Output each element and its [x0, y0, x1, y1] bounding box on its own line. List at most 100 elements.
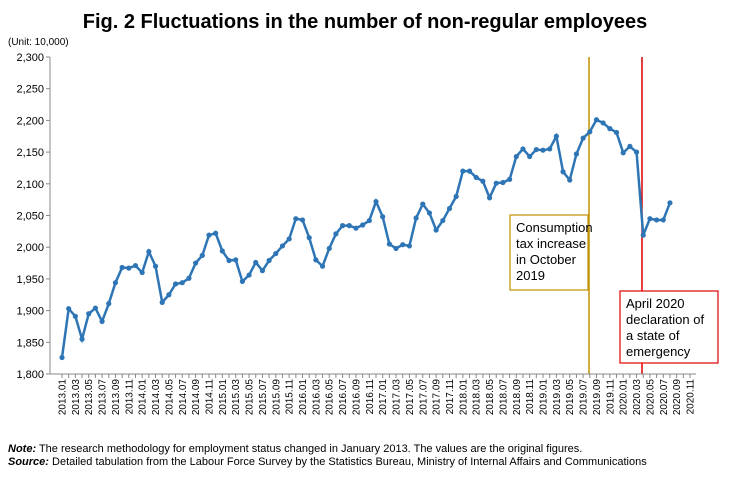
x-tick-label: 2013.09	[111, 379, 122, 416]
point	[166, 292, 172, 298]
x-tick-label: 2014.07	[178, 379, 189, 416]
point	[239, 278, 245, 285]
point	[299, 217, 306, 223]
point	[433, 227, 439, 233]
point	[213, 230, 219, 236]
y-tick-label: 2,050	[16, 211, 44, 223]
point	[466, 168, 473, 174]
point	[333, 231, 339, 237]
x-tick-label: 2019.01	[539, 379, 550, 416]
point	[253, 259, 259, 266]
note-label: Source:	[8, 456, 49, 468]
point	[507, 176, 513, 182]
point	[500, 179, 506, 186]
point	[633, 149, 640, 155]
point	[360, 222, 366, 228]
point	[146, 249, 152, 255]
point	[587, 129, 593, 135]
point	[567, 177, 573, 183]
point	[386, 241, 392, 247]
point	[106, 301, 112, 307]
point	[533, 146, 539, 153]
point	[326, 245, 332, 252]
point	[553, 133, 559, 139]
unit-label: (Unit: 10,000)	[8, 37, 69, 48]
point	[420, 201, 426, 207]
y-tick-label: 1,800	[16, 369, 44, 381]
annotation-text: declaration of	[626, 312, 704, 327]
point	[660, 217, 666, 223]
y-tick-label: 2,300	[16, 52, 44, 64]
x-tick-label: 2019.11	[605, 379, 616, 415]
annotation-box	[619, 290, 719, 364]
x-tick-label: 2014.05	[164, 379, 175, 416]
x-tick-label: 2014.01	[138, 379, 149, 416]
point	[373, 198, 379, 205]
x-tick-label: 2018.01	[458, 379, 469, 416]
x-tick-label: 2018.07	[498, 379, 509, 416]
point	[266, 257, 272, 264]
annotation-text: in October	[516, 252, 577, 267]
point	[86, 311, 92, 317]
point	[620, 150, 626, 156]
note: Source: Detailed tabulation from the Lab…	[8, 456, 647, 468]
x-tick-label: 2018.09	[512, 379, 523, 416]
x-tick-label: 2014.09	[191, 379, 202, 416]
point	[233, 257, 239, 263]
point	[286, 236, 292, 242]
x-tick-label: 2016.09	[351, 379, 362, 416]
x-tick-label: 2017.11	[445, 379, 456, 415]
point	[580, 135, 586, 141]
point	[640, 232, 646, 238]
x-tick-label: 2020.03	[632, 379, 643, 416]
point	[99, 318, 105, 324]
point	[339, 223, 346, 229]
point	[79, 336, 85, 342]
x-tick-label: 2020.11	[686, 379, 697, 415]
point	[132, 262, 139, 269]
x-tick-label: 2014.11	[204, 379, 215, 415]
x-tick-label: 2020.09	[672, 379, 683, 416]
note: Note: The research methodology for emplo…	[8, 443, 582, 455]
annotation-text: April 2020	[626, 296, 685, 311]
point	[273, 250, 279, 257]
point	[440, 217, 446, 224]
point	[406, 243, 413, 249]
point	[59, 354, 65, 361]
point	[186, 275, 192, 281]
y-tick-label: 2,000	[16, 242, 44, 254]
annotation-text: a state of	[626, 328, 680, 343]
point	[607, 126, 613, 132]
annotation-text: Consumption	[516, 220, 593, 235]
point	[139, 269, 145, 276]
point	[647, 216, 653, 222]
point	[453, 193, 459, 200]
x-tick-label: 2015.11	[285, 379, 296, 415]
y-tick-label: 2,250	[16, 84, 44, 96]
point	[206, 232, 212, 238]
x-tick-label: 2017.07	[418, 379, 429, 416]
annotation-text: emergency	[626, 344, 691, 359]
point	[193, 260, 199, 266]
point	[573, 151, 580, 157]
point	[540, 147, 546, 153]
point	[119, 264, 125, 271]
point	[653, 217, 660, 223]
point	[480, 178, 486, 184]
point	[126, 265, 132, 271]
x-tick-label: 2016.03	[311, 379, 322, 416]
y-tick-label: 1,850	[16, 337, 44, 349]
x-tick-label: 2015.03	[231, 379, 242, 416]
point	[306, 235, 312, 241]
point	[593, 117, 600, 123]
point	[172, 281, 179, 287]
x-tick-label: 2019.07	[579, 379, 590, 416]
point	[393, 245, 399, 252]
x-tick-label: 2013.11	[124, 379, 135, 415]
x-tick-label: 2013.05	[84, 379, 95, 416]
x-tick-label: 2013.01	[58, 379, 69, 416]
point	[600, 120, 606, 126]
point	[400, 242, 406, 248]
point	[152, 263, 159, 269]
